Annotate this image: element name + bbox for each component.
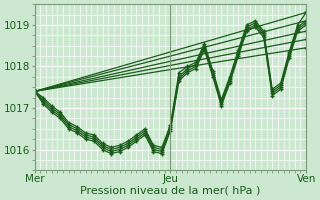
X-axis label: Pression niveau de la mer( hPa ): Pression niveau de la mer( hPa ) <box>80 186 260 196</box>
